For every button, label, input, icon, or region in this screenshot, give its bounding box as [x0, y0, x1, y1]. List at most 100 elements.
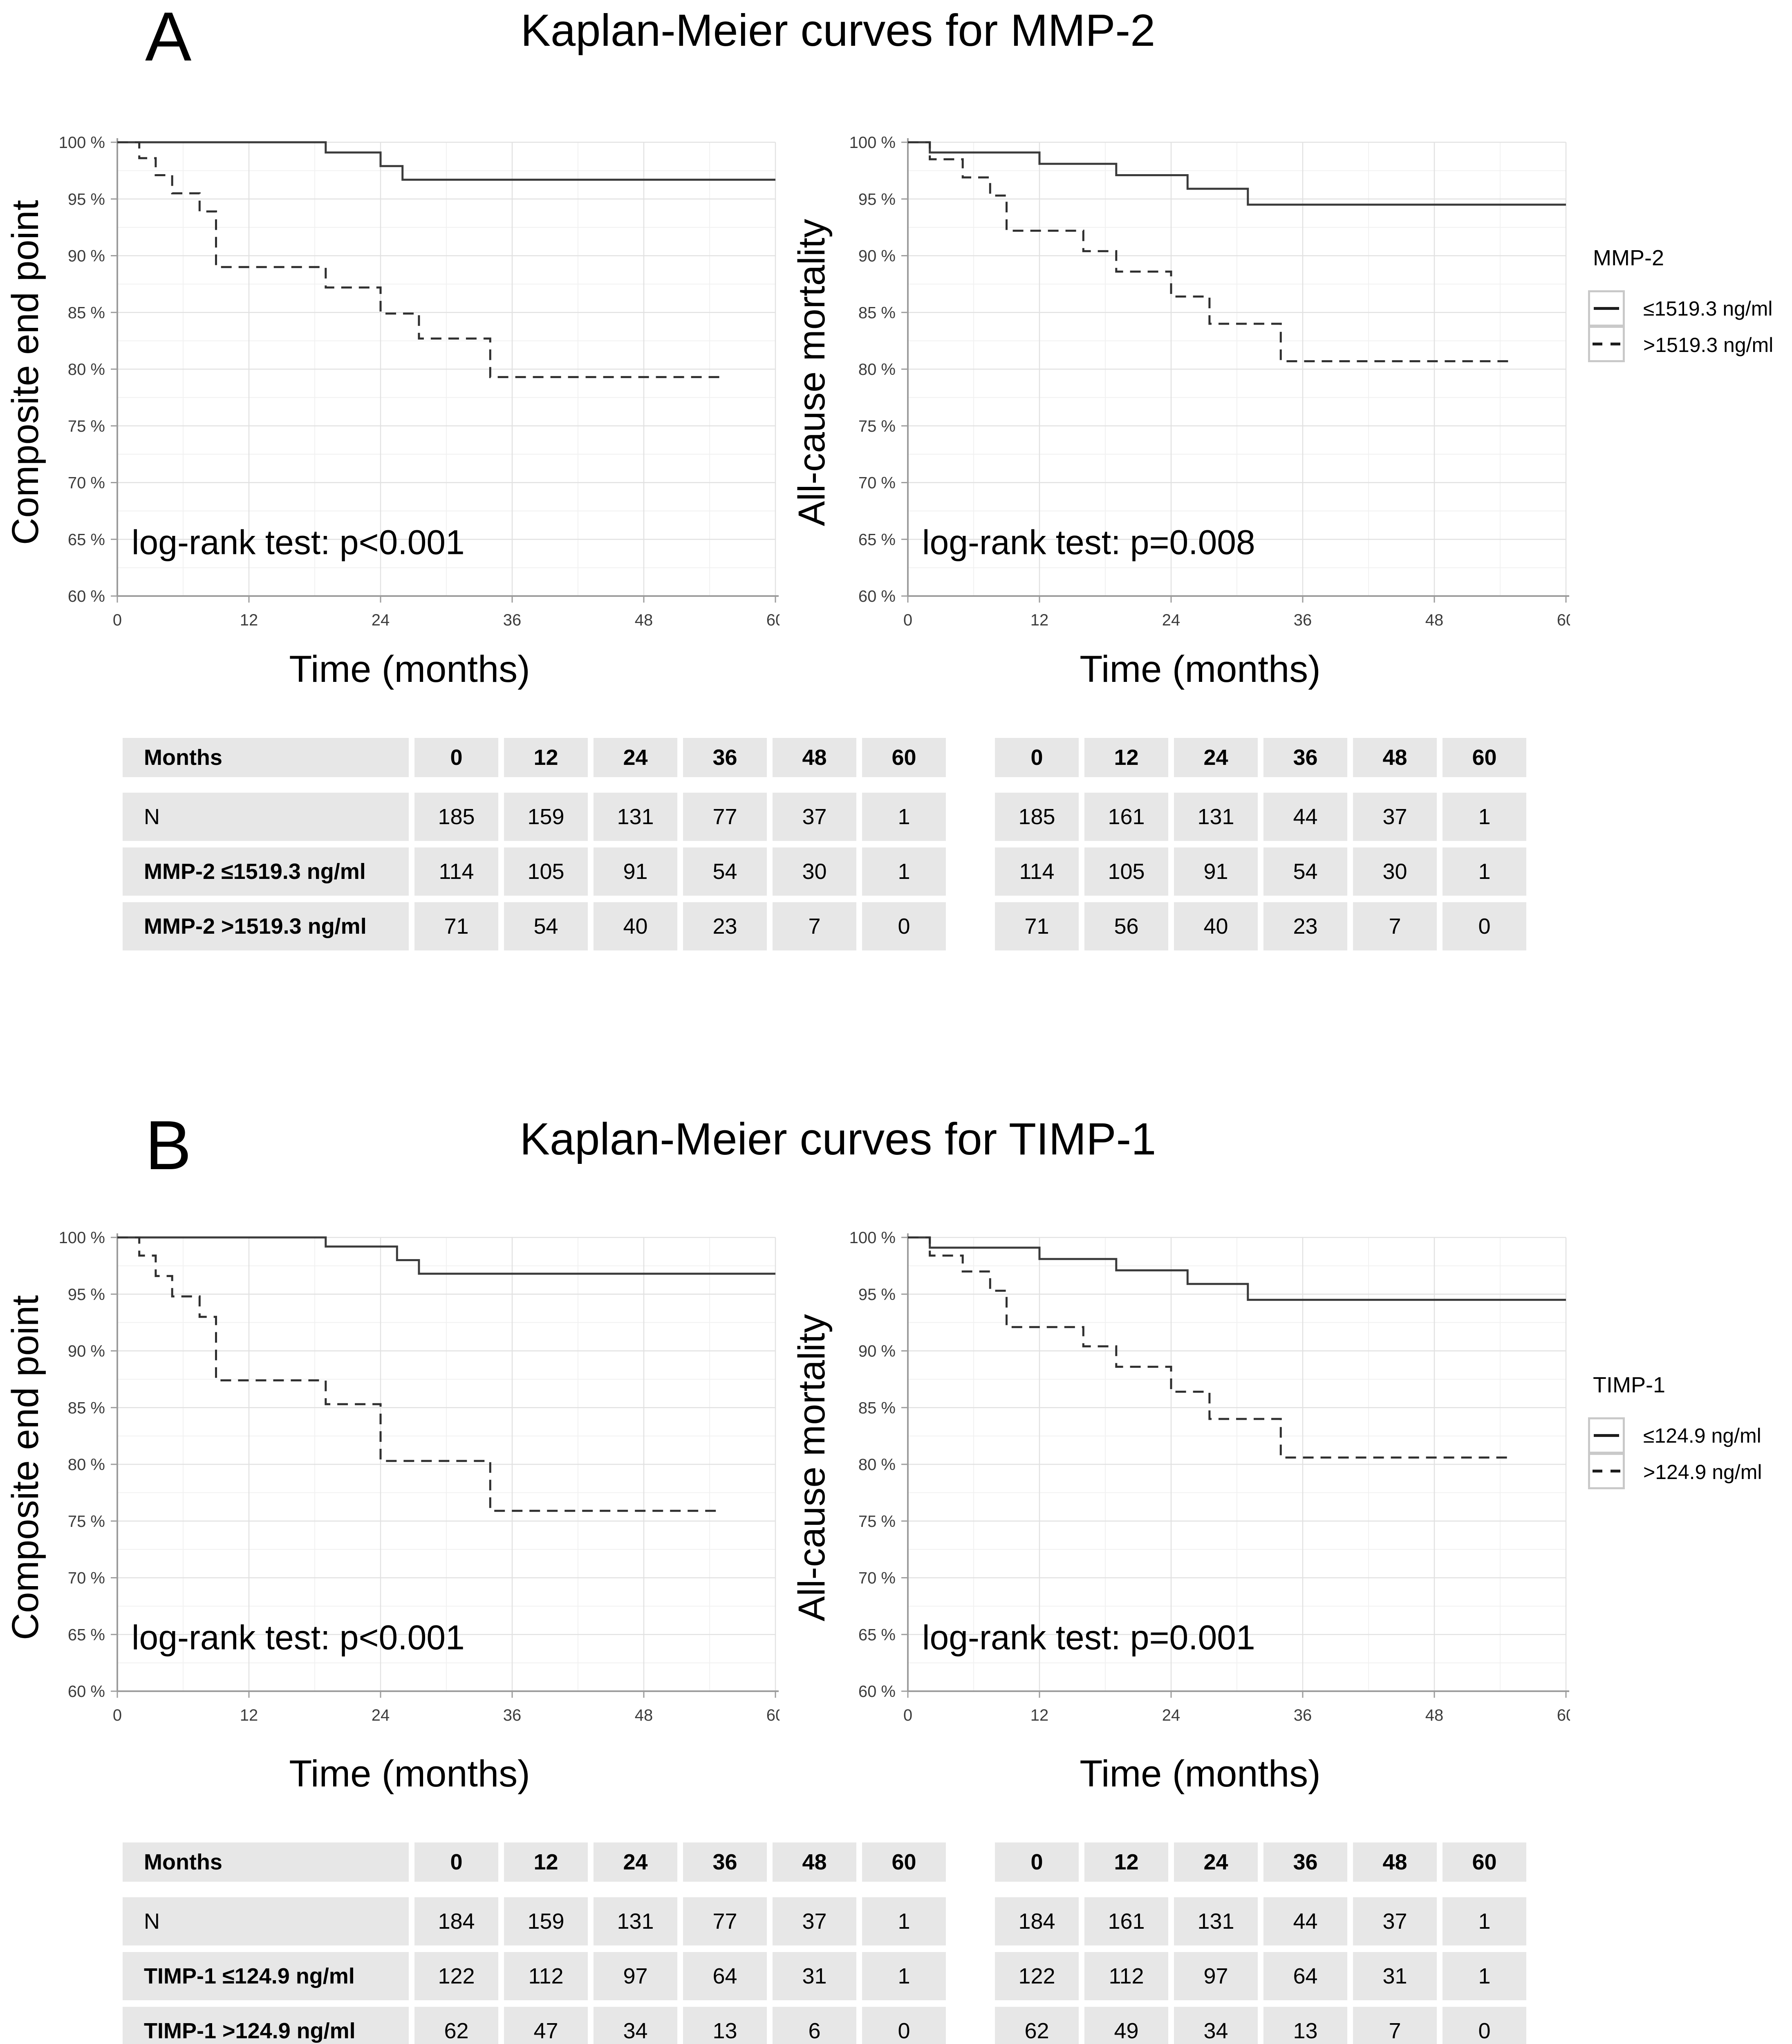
table-value: 40	[594, 902, 677, 950]
svg-text:95 %: 95 %	[68, 191, 105, 208]
svg-text:90 %: 90 %	[858, 1342, 896, 1360]
svg-text:70 %: 70 %	[68, 1569, 105, 1587]
table-value: 184	[995, 1897, 1079, 1945]
x-axis-label-time: Time (months)	[289, 648, 530, 690]
svg-text:12: 12	[240, 611, 258, 629]
table-value: 54	[504, 902, 588, 950]
svg-text:80 %: 80 %	[68, 361, 105, 379]
x-axis-label-time: Time (months)	[1080, 1753, 1321, 1795]
legend-mmp2: MMP-2 ≤1519.3 ng/ml >1519.3 ng/ml	[1588, 245, 1790, 363]
table-value: 13	[683, 2007, 767, 2044]
table-value: 0	[862, 902, 946, 950]
table-value: 131	[1174, 793, 1258, 841]
svg-text:100 %: 100 %	[59, 134, 105, 152]
svg-text:90 %: 90 %	[68, 247, 105, 265]
table-value: 112	[1084, 1952, 1168, 2000]
svg-text:70 %: 70 %	[68, 474, 105, 492]
svg-text:85 %: 85 %	[858, 304, 896, 322]
svg-text:65 %: 65 %	[68, 1626, 105, 1644]
svg-text:60 %: 60 %	[858, 1683, 896, 1701]
table-value: 77	[683, 793, 767, 841]
svg-text:100 %: 100 %	[59, 1229, 105, 1247]
table-value: 7	[1353, 2007, 1437, 2044]
svg-text:80 %: 80 %	[68, 1456, 105, 1474]
km-chart-mmp2-composite: 60 % 65 % 70 % 75 % 80 % 85 % 90 % 95 % 100 % 0 12…	[59, 134, 780, 629]
svg-text:75 %: 75 %	[68, 417, 105, 435]
table-header-month: 0	[414, 1842, 498, 1882]
table-header-month: 48	[1353, 1842, 1437, 1882]
table-value: 161	[1084, 1897, 1168, 1945]
table-value: 112	[504, 1952, 588, 2000]
table-header-month: 12	[504, 738, 588, 777]
table-value: 185	[414, 793, 498, 841]
y-axis-label-composite-endpoint: Composite end point	[4, 200, 46, 545]
km-chart-timp1-composite: 60 % 65 % 70 % 75 % 80 % 85 % 90 % 95 % 100 % 0 12…	[59, 1229, 780, 1724]
svg-text:0: 0	[113, 1706, 122, 1724]
table-header-month: 12	[1084, 738, 1168, 777]
legend-item-label: ≤1519.3 ng/ml	[1643, 297, 1773, 320]
number-at-risk-table-timp1: Months 0 12 24 36 48 60 0 12 24 36 48 60 N 184 159 131 77…	[123, 1842, 1526, 2044]
svg-text:100 %: 100 %	[849, 1229, 896, 1247]
table-value: 91	[1174, 847, 1258, 896]
svg-text:90 %: 90 %	[858, 247, 896, 265]
table-value: 31	[1353, 1952, 1437, 2000]
table-value: 34	[1174, 2007, 1258, 2044]
svg-text:65 %: 65 %	[68, 531, 105, 549]
legend-title: TIMP-1	[1593, 1373, 1666, 1397]
table-value: 159	[504, 793, 588, 841]
table-value: 0	[1443, 902, 1526, 950]
table-header-month: 60	[862, 1842, 946, 1882]
y-axis-label-all-cause-mortality: All-cause mortality	[791, 1314, 833, 1621]
legend-item: >1519.3 ng/ml	[1588, 325, 1790, 363]
svg-text:75 %: 75 %	[858, 417, 896, 435]
svg-text:36: 36	[503, 1706, 522, 1724]
svg-text:90 %: 90 %	[68, 1342, 105, 1360]
table-header-month: 24	[594, 1842, 677, 1882]
table-value: 30	[1353, 847, 1437, 896]
table-value: 54	[683, 847, 767, 896]
table-header-month: 48	[773, 738, 856, 777]
table-header-month: 0	[414, 738, 498, 777]
table-row-label: MMP-2 ≤1519.3 ng/ml	[123, 847, 409, 896]
x-axis-label-time: Time (months)	[1080, 648, 1321, 690]
svg-text:95 %: 95 %	[68, 1286, 105, 1304]
legend-item-label: ≤124.9 ng/ml	[1643, 1424, 1761, 1447]
svg-text:log-rank test: p<0.001: log-rank test: p<0.001	[132, 523, 465, 561]
table-value: 13	[1263, 2007, 1347, 2044]
svg-text:0: 0	[903, 611, 912, 629]
table-value: 7	[1353, 902, 1437, 950]
svg-text:36: 36	[1294, 611, 1312, 629]
svg-text:60 %: 60 %	[68, 1683, 105, 1701]
table-header-month: 24	[1174, 738, 1258, 777]
svg-text:100 %: 100 %	[849, 134, 896, 152]
table-value: 23	[683, 902, 767, 950]
table-value: 44	[1263, 793, 1347, 841]
table-header-month: 0	[995, 738, 1079, 777]
table-value: 77	[683, 1897, 767, 1945]
table-value: 122	[995, 1952, 1079, 2000]
svg-text:85 %: 85 %	[68, 1399, 105, 1417]
legend-title: MMP-2	[1593, 246, 1664, 270]
svg-text:24: 24	[1162, 1706, 1180, 1724]
svg-text:24: 24	[1162, 611, 1180, 629]
legend-rows: ≤1519.3 ng/ml >1519.3 ng/ml	[1588, 290, 1790, 363]
table-value: 105	[1084, 847, 1168, 896]
svg-text:60: 60	[766, 1706, 780, 1724]
table-value: 184	[414, 1897, 498, 1945]
table-header-month: 48	[773, 1842, 856, 1882]
svg-text:95 %: 95 %	[858, 1286, 896, 1304]
table-header-month: 36	[683, 1842, 767, 1882]
table-header-month: 24	[594, 738, 677, 777]
table-value: 1	[862, 1952, 946, 2000]
table-value: 114	[995, 847, 1079, 896]
solid-line-swatch-icon	[1588, 290, 1625, 327]
table-spacer	[952, 1897, 989, 1945]
svg-text:log-rank test: p=0.008: log-rank test: p=0.008	[922, 523, 1255, 561]
svg-text:60 %: 60 %	[68, 587, 105, 605]
table-value: 131	[594, 1897, 677, 1945]
svg-text:60: 60	[1557, 1706, 1570, 1724]
table-row-label: TIMP-1 ≤124.9 ng/ml	[123, 1952, 409, 2000]
svg-text:65 %: 65 %	[858, 1626, 896, 1644]
svg-text:0: 0	[903, 1706, 912, 1724]
